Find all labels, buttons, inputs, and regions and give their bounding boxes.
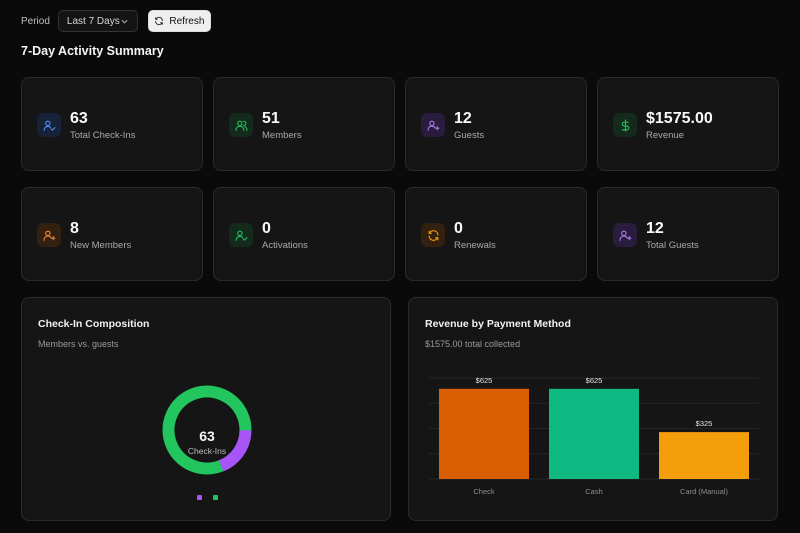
donut-center-label: Check-Ins [188,446,226,456]
bar-value-label: $625 [476,376,493,385]
revenue-panel: Revenue by Payment Method $1575.00 total… [408,297,778,521]
stat-card-total-check-ins: 63 Total Check-Ins [21,77,203,171]
stat-label: Activations [262,240,308,251]
user-plus-icon [43,230,55,241]
legend-swatch-guests [197,495,202,500]
donut-chart: 63 Check-Ins [157,380,257,500]
stat-value: 8 [70,220,79,237]
user-plus-icon [427,120,439,131]
checkin-composition-panel: Check-In Composition Members vs. guests … [21,297,391,521]
bar-check[interactable] [439,388,529,479]
stat-label: Total Guests [646,240,699,251]
revenue-bar-chart: $625 Check $625 Cash $325 Card (Manual) [429,376,759,496]
bar-value-label: $625 [586,376,603,385]
bar-card-manual[interactable] [659,432,749,479]
stat-card-renewals: 0 Renewals [405,187,587,281]
stat-icon-wrap [229,223,253,247]
x-tick-label: Check [473,487,495,496]
stat-label: Renewals [454,240,496,251]
stat-icon-wrap [37,223,61,247]
stat-icon-wrap [229,113,253,137]
chevron-down-icon [121,19,128,24]
stat-label: Revenue [646,130,685,141]
stat-value: 12 [646,220,664,237]
stat-value: $1575.00 [646,110,713,127]
stat-label: Guests [454,130,485,141]
user-check-icon [235,230,247,241]
x-tick-label: Cash [585,487,603,496]
stat-icon-wrap [421,223,445,247]
stat-card-new-members: 8 New Members [21,187,203,281]
stat-icon-wrap [421,113,445,137]
donut-slice-members[interactable] [157,380,257,480]
panel-subtitle: Members vs. guests [38,339,119,349]
refresh-icon [155,16,164,26]
stat-value: 0 [262,220,271,237]
stat-icon-wrap [613,113,637,137]
bar-cash[interactable] [549,388,639,479]
stat-label: New Members [70,240,132,251]
period-select[interactable]: Last 7 Days [57,10,138,32]
x-tick-label: Card (Manual) [680,487,728,496]
stat-card-guests: 12 Guests [405,77,587,171]
stat-label: Total Check-Ins [70,130,136,141]
stat-label: Members [262,130,302,141]
stat-value: 51 [262,110,280,127]
refresh-icon [428,229,438,241]
stat-card-activations: 0 Activations [213,187,395,281]
refresh-label: Refresh [169,15,205,27]
stat-card-total-guests: 12 Total Guests [597,187,779,281]
stat-value: 63 [70,110,88,127]
page-title: 7-Day Activity Summary [21,44,164,58]
panel-subtitle: $1575.00 total collected [425,339,521,349]
stat-icon-wrap [37,113,61,137]
period-label: Period [21,15,50,27]
legend-swatch-members [213,495,218,500]
panel-title: Check-In Composition [38,318,150,330]
bar-value-label: $325 [696,419,713,428]
refresh-button[interactable]: Refresh [147,10,211,32]
stat-icon-wrap [613,223,637,247]
user-check-icon [43,120,55,131]
user-plus-icon [619,230,631,241]
donut-center-value: 63 [199,428,215,444]
panel-title: Revenue by Payment Method [425,318,571,330]
dollar-icon [621,119,629,131]
stat-card-members: 51 Members [213,77,395,171]
stat-card-revenue: $1575.00 Revenue [597,77,779,171]
stat-value: 0 [454,220,463,237]
users-icon [235,120,247,131]
stat-value: 12 [454,110,472,127]
toolbar: Period Last 7 Days Refresh [21,10,211,32]
period-value: Last 7 Days [66,15,120,27]
